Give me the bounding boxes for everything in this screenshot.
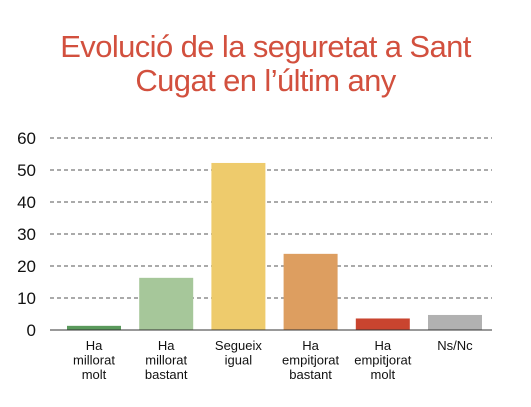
y-tick-label: 60 xyxy=(17,129,36,148)
bar xyxy=(211,162,266,330)
x-category-label: Ha millorat molt xyxy=(73,338,115,382)
bars xyxy=(67,162,482,330)
chart-title-line-1: Evolució de la seguretat a Sant xyxy=(60,29,471,64)
y-tick-label: 30 xyxy=(17,225,36,244)
bar xyxy=(67,325,121,330)
y-axis-ticks: 0 10 20 30 40 50 60 xyxy=(17,129,36,340)
bar xyxy=(355,318,410,330)
gridlines xyxy=(50,137,492,299)
x-category-label: Ns/Nc xyxy=(437,338,473,353)
bar xyxy=(139,277,194,330)
y-tick-label: 10 xyxy=(17,289,36,308)
bar xyxy=(428,314,482,330)
x-category-label: Segueix igual xyxy=(215,338,262,368)
x-category-label: Ha empitjorat molt xyxy=(354,338,411,382)
y-tick-label: 20 xyxy=(17,257,36,276)
bar xyxy=(283,253,338,330)
x-category-label: Ha empitjorat bastant xyxy=(282,338,339,382)
y-tick-label: 50 xyxy=(17,161,36,180)
x-axis-labels: Ha millorat molt Ha millorat bastant Segueix ig… xyxy=(73,338,473,382)
x-category-label: Ha millorat bastant xyxy=(145,338,188,382)
y-tick-label: 0 xyxy=(27,321,36,340)
chart-title: Evolució de la seguretat a Sant Cugat en… xyxy=(0,30,531,98)
y-tick-label: 40 xyxy=(17,193,36,212)
chart-title-line-2: Cugat en l’últim any xyxy=(135,63,396,98)
